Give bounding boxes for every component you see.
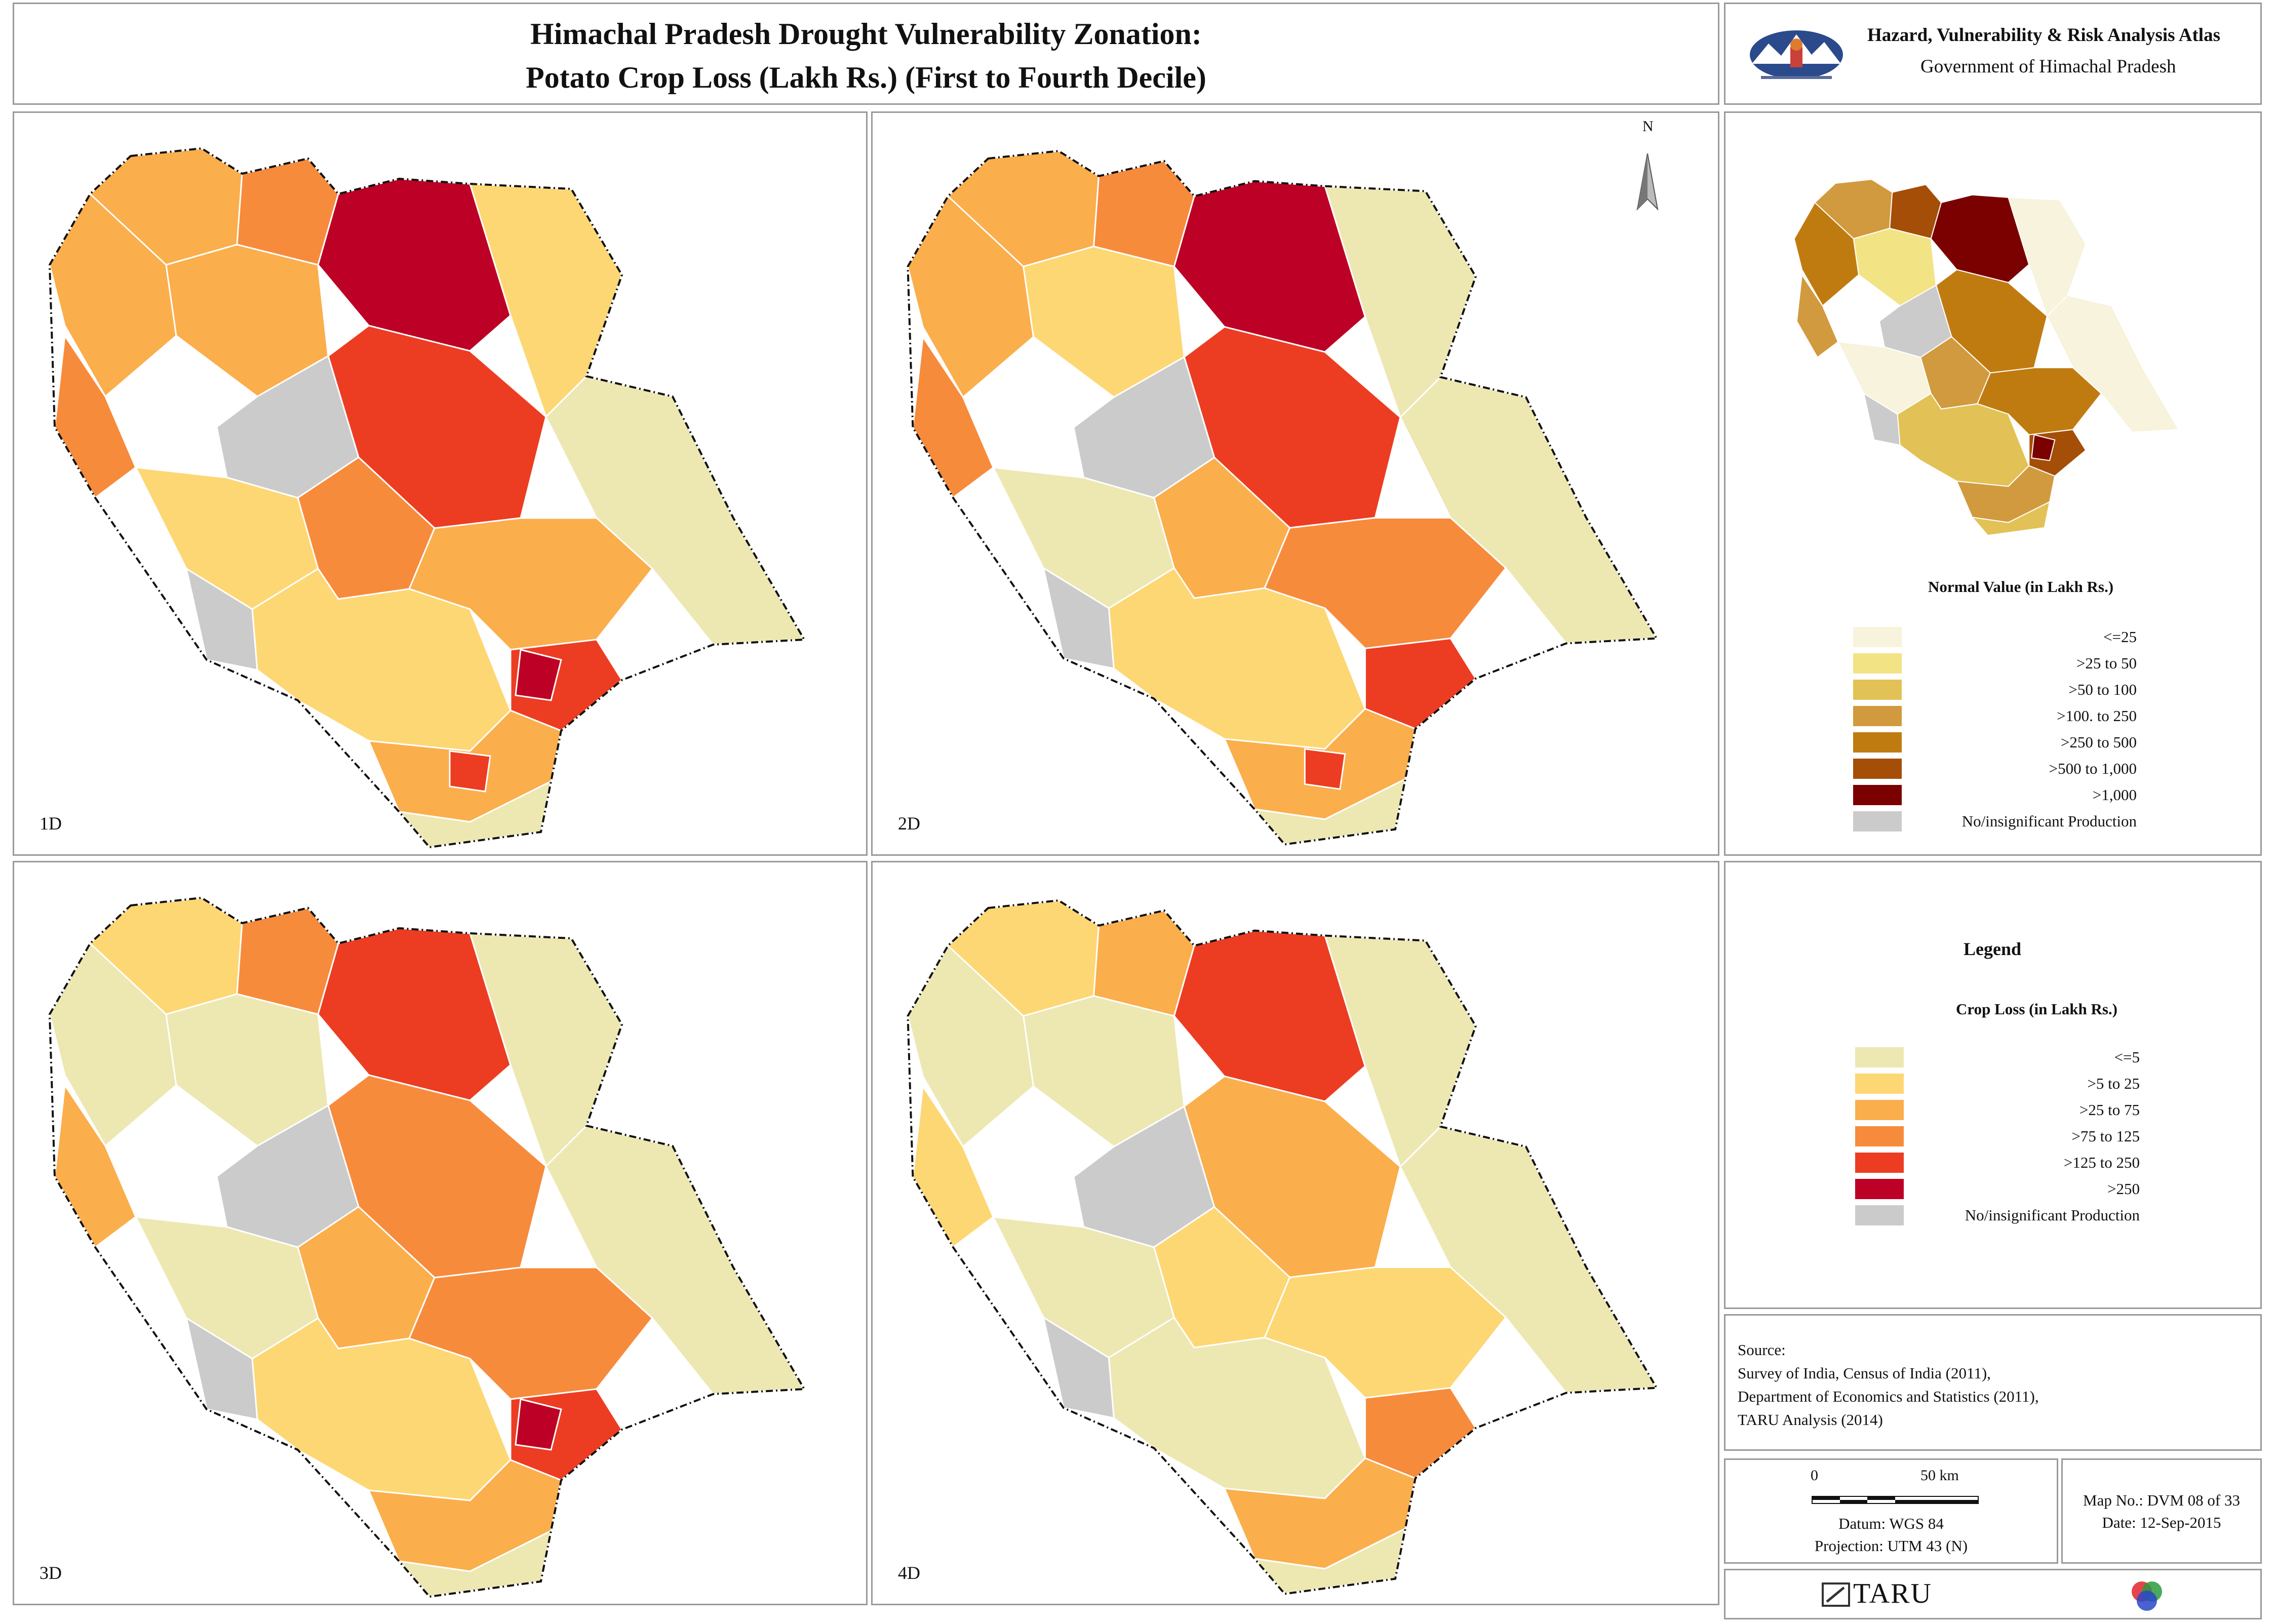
normal-value-panel: Normal Value (in Lakh Rs.) <=25 >25 to 50… — [1724, 111, 2262, 856]
map-label-1d: 1D — [40, 813, 62, 834]
legend-item: No/insignificant Production — [1855, 1205, 2140, 1226]
legend-swatch — [1853, 653, 1902, 674]
district-map-3d — [48, 896, 806, 1598]
map-label-3d: 3D — [40, 1563, 62, 1583]
source-heading: Source: — [1738, 1341, 1786, 1359]
title-panel: Himachal Pradesh Drought Vulnerability Z… — [13, 3, 1719, 105]
legend-item: >100. to 250 — [1853, 706, 2137, 727]
legend-item: >125 to 250 — [1855, 1153, 2140, 1174]
legend-swatch — [1855, 1100, 1904, 1120]
footer-panel: TARU — [1724, 1569, 2262, 1619]
district-map-1d — [48, 147, 806, 849]
map-title-line2: Potato Crop Loss (Lakh Rs.) (First to Fo… — [526, 61, 1206, 94]
map-regions — [1793, 179, 2180, 536]
legend-swatch — [1853, 706, 1902, 726]
atlas-header: Hazard, Vulnerability & Risk Analysis At… — [1724, 3, 2262, 105]
legend-swatch — [1853, 759, 1902, 779]
map-regions — [907, 899, 1658, 1595]
legend-item: No/insignificant Production — [1853, 811, 2137, 833]
legend-label: >75 to 125 — [2071, 1127, 2140, 1145]
rgb-circles-icon — [2132, 1581, 2162, 1611]
normal-value-inset-map — [1793, 179, 2180, 536]
legend-swatch — [1853, 732, 1902, 752]
scale-zero-label: 0 — [1811, 1467, 1818, 1484]
legend-item: >50 to 100 — [1853, 680, 2137, 701]
legend-swatch — [1853, 680, 1902, 700]
datum-text: Datum: WGS 84 — [1838, 1515, 1944, 1532]
legend-label: <=25 — [2103, 628, 2137, 646]
legend-swatch — [1855, 1074, 1904, 1094]
north-label: N — [1642, 118, 1654, 135]
map-date: Date: 12-Sep-2015 — [2102, 1514, 2221, 1531]
atlas-title: Hazard, Vulnerability & Risk Analysis At… — [1867, 25, 2220, 46]
legend-label: >250 — [2107, 1180, 2140, 1198]
legend-label: >5 to 25 — [2087, 1075, 2140, 1092]
legend-item: <=5 — [1855, 1047, 2140, 1068]
scale-panel: 0 50 km Datum: WGS 84 Projection: UTM 43… — [1724, 1458, 2058, 1564]
normal-value-legend-heading: Normal Value (in Lakh Rs.) — [1928, 578, 2114, 596]
legend-label: No/insignificant Production — [1965, 1206, 2140, 1224]
legend-label: >50 to 100 — [2068, 681, 2137, 698]
taru-text: TARU — [1853, 1578, 1932, 1609]
legend-swatch — [1853, 811, 1902, 831]
legend-label: >25 to 50 — [2076, 654, 2137, 672]
legend-label: No/insignificant Production — [1961, 812, 2137, 830]
legend-swatch — [1855, 1126, 1904, 1146]
legend-item: >5 to 25 — [1855, 1074, 2140, 1095]
map-panel-4d: 4D — [871, 861, 1719, 1605]
crop-loss-legend-panel: Legend Crop Loss (in Lakh Rs.) <=5 >5 to … — [1724, 861, 2262, 1309]
map-panel-2d: N 2D — [871, 111, 1719, 856]
legend-swatch — [1853, 627, 1902, 647]
legend-swatch — [1855, 1179, 1904, 1199]
legend-swatch — [1855, 1047, 1904, 1067]
district-map-2d — [907, 150, 1659, 846]
map-label-4d: 4D — [898, 1563, 920, 1583]
north-arrow-icon — [1636, 153, 1659, 211]
legend-item: <=25 — [1853, 627, 2137, 648]
legend-label: >500 to 1,000 — [2049, 760, 2137, 777]
legend-label: <=5 — [2114, 1048, 2140, 1066]
legend-swatch — [1853, 785, 1902, 805]
legend-label: >100. to 250 — [2057, 707, 2137, 725]
legend-item: >1,000 — [1853, 785, 2137, 806]
legend-label: >1,000 — [2092, 786, 2137, 804]
taru-logo-icon — [1822, 1582, 1850, 1607]
legend-label: >125 to 250 — [2063, 1154, 2140, 1171]
legend-swatch — [1855, 1153, 1904, 1173]
source-line: Department of Economics and Statistics (… — [1738, 1388, 2039, 1405]
map-number: Map No.: DVM 08 of 33 — [2083, 1491, 2240, 1509]
legend-label: >25 to 75 — [2079, 1101, 2140, 1119]
map-regions — [907, 150, 1658, 846]
map-panel-3d: 3D — [13, 861, 868, 1605]
map-panel-1d: 1D — [13, 111, 868, 856]
map-label-2d: 2D — [898, 813, 920, 834]
scale-end-label: 50 km — [1920, 1467, 1959, 1484]
legend-swatch — [1855, 1205, 1904, 1225]
legend-item: >500 to 1,000 — [1853, 759, 2137, 780]
district-map-4d — [907, 899, 1659, 1595]
projection-text: Projection: UTM 43 (N) — [1814, 1537, 1968, 1555]
source-line: TARU Analysis (2014) — [1738, 1411, 1883, 1429]
scale-bar — [1812, 1496, 1979, 1504]
legend-item: >75 to 125 — [1855, 1126, 2140, 1147]
source-line: Survey of India, Census of India (2011), — [1738, 1364, 1991, 1382]
map-regions — [49, 147, 806, 848]
map-info-panel: Map No.: DVM 08 of 33 Date: 12-Sep-2015 — [2061, 1458, 2262, 1564]
map-regions — [49, 897, 806, 1598]
legend-title: Legend — [1964, 939, 2022, 959]
legend-item: >25 to 75 — [1855, 1100, 2140, 1121]
crop-loss-legend-heading: Crop Loss (in Lakh Rs.) — [1956, 1000, 2117, 1018]
map-title-line1: Himachal Pradesh Drought Vulnerability Z… — [530, 17, 1202, 51]
legend-item: >250 to 500 — [1853, 732, 2137, 754]
source-panel: Source: Survey of India, Census of India… — [1724, 1314, 2262, 1451]
legend-label: >250 to 500 — [2060, 733, 2137, 751]
atlas-subtitle: Government of Himachal Pradesh — [1920, 56, 2176, 77]
himachal-emblem-icon — [1750, 30, 1843, 79]
legend-item: >25 to 50 — [1853, 653, 2137, 675]
legend-item: >250 — [1855, 1179, 2140, 1200]
